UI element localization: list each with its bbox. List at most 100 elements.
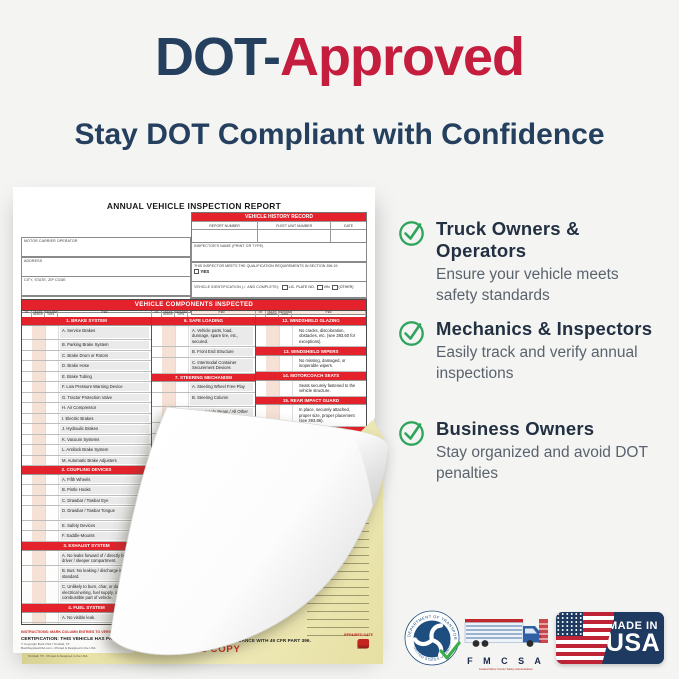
form-row: B. Pintle Hooks	[22, 485, 151, 496]
form-row: A. Vehicle parts, load, dunnage, spare t…	[152, 326, 255, 348]
form-row: M. Automatic Brake Adjusters	[22, 456, 151, 467]
needs-repair-cell	[162, 347, 175, 357]
needs-repair-cell	[32, 531, 45, 540]
form-row: B. Fuel Tank Filler Cap	[22, 623, 151, 624]
history-title: VEHICLE HISTORY RECORD	[192, 213, 366, 221]
row-label: E. Safety Devices	[60, 521, 149, 530]
row-label: B. Pintle Hooks	[60, 486, 149, 494]
dot-seal-icon: DEPARTMENT OF TRANSPORTATION UNITED STAT…	[401, 605, 461, 672]
ok-cell	[22, 566, 32, 581]
history-column-header: DATE	[331, 221, 366, 229]
ok-cell	[22, 445, 32, 455]
field-label: MOTOR CARRIER OPERATOR	[24, 239, 78, 244]
ok-cell	[22, 414, 32, 423]
repaired-date-cell	[279, 381, 292, 396]
fmcsa-truck-icon	[464, 619, 548, 647]
ok-cell	[152, 407, 162, 422]
repaired-date-cell	[175, 393, 188, 407]
form-row: B. Steering Column	[152, 393, 255, 408]
repaired-date-cell	[45, 566, 58, 581]
row-label: 13. WINDSHIELD WIPERS	[283, 348, 339, 354]
needs-repair-cell	[266, 435, 279, 455]
repaired-date-cell	[45, 351, 58, 361]
needs-repair-cell	[32, 372, 45, 382]
needs-repair-cell	[162, 393, 175, 407]
ok-cell	[152, 382, 162, 392]
made-in-label: MADE IN	[608, 620, 658, 633]
repaired-date-cell	[45, 414, 58, 423]
vehicle-id-field: VEHICLE IDENTIFICATION (✓ AND COMPLETE):…	[191, 281, 367, 299]
row-label: C. Brake Drum or Rotors	[60, 351, 149, 360]
form-row: In place, securely attached, proper size…	[256, 405, 366, 427]
form-row: D. Steering Gear Box	[152, 423, 255, 434]
benefit-description: Stay organized and avoid DOT penalties	[436, 444, 648, 483]
check-circle-icon	[399, 421, 424, 446]
row-label: E. Brake Tubing	[60, 372, 149, 381]
field-label: ADDRESS	[24, 258, 43, 263]
form-row: I. Electric Brakes	[22, 414, 151, 425]
ok-cell	[22, 623, 32, 624]
form-row: H. Air Compressor	[22, 403, 151, 414]
repaired-date-cell	[45, 496, 58, 506]
title-dot: DOT-	[154, 27, 281, 87]
ok-cell	[256, 405, 266, 425]
repaired-date-cell	[175, 347, 188, 357]
benefit-description: Ensure your vehicle meets safety standar…	[436, 266, 619, 305]
repaired-date-cell	[279, 356, 292, 371]
ok-cell	[22, 372, 32, 382]
vehicle-id-option: (OTHER)	[332, 284, 354, 291]
row-label: 4. FUEL SYSTEM	[68, 605, 105, 611]
ok-cell	[22, 496, 32, 506]
yes-label: YES	[200, 269, 210, 274]
form-row: F. Low Pressure Warning Device	[22, 382, 151, 393]
repaired-date-cell	[175, 423, 188, 433]
history-column-header: FLEET UNIT NUMBER	[258, 221, 332, 229]
ok-cell	[256, 435, 266, 455]
option-label: (OTHER)	[338, 285, 354, 290]
form-row: B. Parking Brake System	[22, 340, 151, 351]
row-label: K. Vacuum Systems	[60, 435, 149, 444]
needs-repair-cell	[32, 456, 45, 466]
yellow-copyright: Tomball, TX · Printed & Designed in the …	[28, 654, 373, 659]
form-row: 12. WINDSHIELD GLAZING	[256, 317, 366, 326]
title-approved: Approved	[279, 27, 525, 87]
row-label: H. Air Compressor	[60, 404, 149, 412]
repaired-date-cell	[45, 403, 58, 412]
benefit-title: Truck Owners & Operators	[436, 218, 580, 261]
needs-repair-cell	[162, 423, 175, 433]
row-label: No missing, damaged, or inoperable wiper…	[299, 357, 346, 369]
repaired-date-cell	[45, 361, 58, 371]
sub-header-cell: REPAIRED DATE	[279, 310, 292, 319]
form-row: B. Front End Structure	[152, 347, 255, 358]
form-row: K. Vacuum Systems	[22, 435, 151, 446]
ok-cell	[22, 435, 32, 444]
sub-header-cell: REPAIRED DATE	[45, 310, 58, 319]
ok-cell	[152, 423, 162, 433]
needs-repair-cell	[32, 424, 45, 433]
needs-repair-cell	[32, 340, 45, 350]
form-row: C. Drawbar / Towbar Eye	[22, 496, 151, 507]
sub-header-cell: OK	[256, 310, 266, 319]
repaired-date-cell	[175, 326, 188, 346]
ok-cell	[22, 424, 32, 433]
yellow-copyright-1: Tomball, TX	[28, 654, 44, 658]
repaired-date-cell	[45, 582, 58, 602]
row-label: 15. REAR IMPACT GUARD	[282, 397, 340, 403]
field-box: CITY, STATE, ZIP CODE	[21, 276, 191, 297]
form-row: C. Intermodal Container Securement Devic…	[152, 358, 255, 374]
form-row: A. No leaks forward of / directly below …	[22, 551, 151, 567]
form-row: D. Brake Hose	[22, 361, 151, 372]
row-label: M. Automatic Brake Adjusters	[60, 456, 149, 465]
vehicle-id-option: LIC. PLATE NO.	[282, 284, 315, 291]
row-label: A. Fifth Wheels	[60, 475, 149, 484]
row-label: L. Antilock Brake System	[60, 446, 149, 454]
ok-cell	[22, 485, 32, 495]
ok-cell	[22, 361, 32, 371]
needs-repair-cell	[32, 566, 45, 581]
row-label: A. No leaks forward of / directly below …	[60, 551, 149, 565]
repaired-date-cell	[45, 551, 58, 566]
form-row: C. Brake Drum or Rotors	[22, 351, 151, 362]
row-label: B. Parking Brake System	[60, 341, 149, 349]
form-row: A. No visible leak.	[22, 613, 151, 623]
form-row: A. Steering Wheel Free Play	[152, 382, 255, 393]
